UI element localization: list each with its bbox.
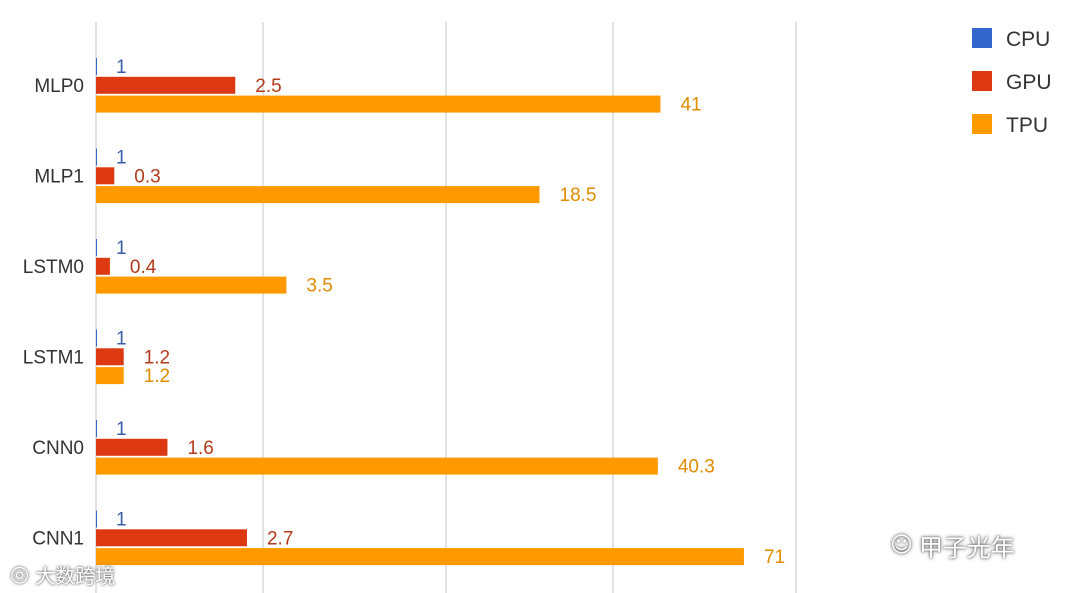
legend-swatch-cpu xyxy=(972,28,992,48)
value-label: 41 xyxy=(680,95,701,116)
bar-cpu-lstm1 xyxy=(96,329,97,347)
watermark-left: ◎ 大数跨境 xyxy=(10,560,115,589)
bar-tpu-lstm0 xyxy=(96,276,287,294)
category-label: MLP1 xyxy=(34,166,84,187)
value-label: 71 xyxy=(764,547,785,568)
value-label: 1 xyxy=(116,329,127,350)
bar-tpu-mlp1 xyxy=(96,186,540,204)
legend-label-tpu: TPU xyxy=(1006,114,1048,137)
watermark-right: ☺ 甲子光年 xyxy=(890,528,1015,563)
bar-cpu-cnn0 xyxy=(96,420,97,437)
value-label: 1 xyxy=(116,57,127,78)
value-label: 0.3 xyxy=(134,166,160,187)
value-label: 1 xyxy=(116,419,127,440)
value-labels: 12.54110.318.510.43.511.21.211.640.312.7… xyxy=(116,57,785,568)
legend: CPU GPU TPU xyxy=(972,28,1052,137)
bar-gpu-lstm1 xyxy=(96,348,124,366)
value-label: 40.3 xyxy=(678,457,715,478)
bar-cpu-mlp1 xyxy=(96,148,97,166)
bar-tpu-mlp0 xyxy=(96,95,661,113)
wechat-icon: ☺ xyxy=(890,533,913,558)
category-label: CNN0 xyxy=(32,438,84,459)
bar-gpu-mlp1 xyxy=(96,167,115,185)
value-label: 1 xyxy=(116,238,127,259)
bars xyxy=(96,58,744,566)
value-label: 18.5 xyxy=(560,185,597,206)
value-label: 1.6 xyxy=(187,438,213,459)
value-label: 3.5 xyxy=(306,276,332,297)
legend-swatch-tpu xyxy=(972,114,992,134)
value-label: 0.4 xyxy=(130,257,157,278)
bar-gpu-mlp0 xyxy=(96,76,236,94)
value-label: 1.2 xyxy=(144,366,170,387)
category-label: MLP0 xyxy=(34,76,84,97)
bar-gpu-cnn0 xyxy=(96,438,168,456)
legend-label-gpu: GPU xyxy=(1006,71,1052,94)
value-label: 1 xyxy=(116,510,127,531)
watermark-left-text: 大数跨境 xyxy=(35,564,116,588)
category-label: LSTM0 xyxy=(23,257,84,278)
category-labels: MLP0 MLP1 LSTM0 LSTM1 CNN0 CNN1 xyxy=(23,76,84,549)
bar-tpu-cnn1 xyxy=(96,548,744,566)
value-label: 1.2 xyxy=(144,347,170,368)
category-label: LSTM1 xyxy=(23,347,84,368)
logo-icon: ◎ xyxy=(10,562,30,587)
bar-gpu-lstm0 xyxy=(96,257,110,275)
value-label: 2.7 xyxy=(267,528,293,549)
legend-swatch-gpu xyxy=(972,71,992,91)
bar-tpu-lstm1 xyxy=(96,367,124,385)
gridlines xyxy=(95,22,797,593)
bar-tpu-cnn0 xyxy=(96,457,658,475)
category-label: CNN1 xyxy=(32,528,84,549)
watermark-right-text: 甲子光年 xyxy=(918,534,1015,562)
value-label: 1 xyxy=(116,148,127,169)
bar-gpu-cnn1 xyxy=(96,529,247,547)
value-label: 2.5 xyxy=(255,76,281,97)
bar-cpu-lstm0 xyxy=(96,239,97,256)
bar-cpu-cnn1 xyxy=(96,510,97,528)
bar-cpu-mlp0 xyxy=(96,58,97,75)
legend-label-cpu: CPU xyxy=(1006,28,1050,51)
